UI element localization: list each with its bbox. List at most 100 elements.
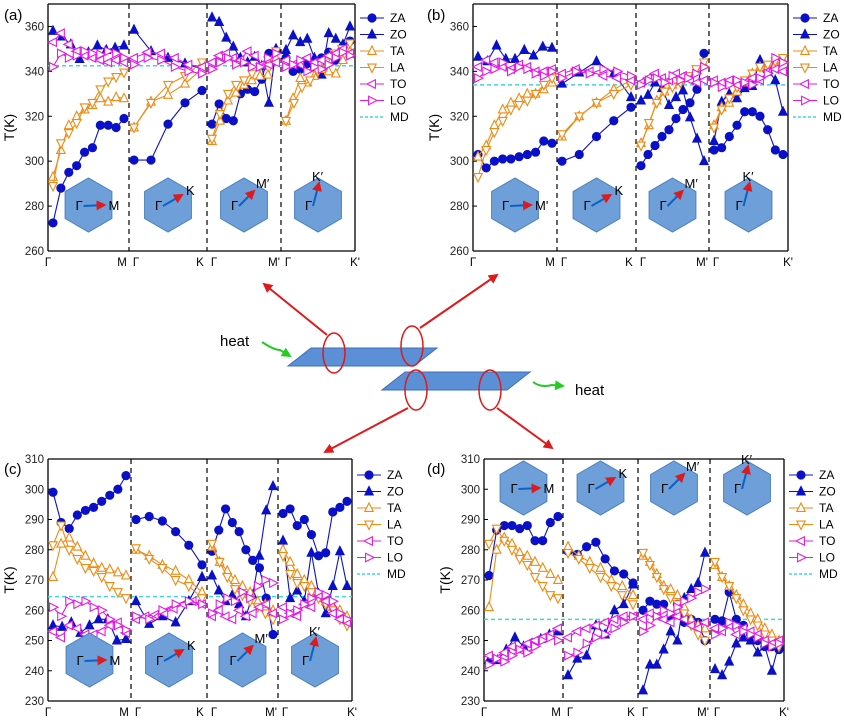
legend-item-za: ZA	[793, 11, 838, 25]
data-point	[670, 90, 682, 102]
data-point	[770, 74, 781, 85]
x-tick-label: Γ	[481, 707, 488, 719]
bz-inset: Γ M′	[220, 176, 270, 233]
data-point	[306, 588, 317, 599]
data-point	[104, 582, 115, 593]
hexagon-icon	[144, 177, 192, 233]
data-point	[54, 632, 66, 643]
data-point	[263, 96, 274, 107]
data-point	[642, 88, 654, 99]
legend-marker	[362, 535, 373, 547]
legend-label: ZO	[823, 28, 840, 42]
data-point	[498, 154, 508, 164]
data-point	[254, 549, 265, 560]
data-point	[767, 641, 779, 652]
data-point	[170, 576, 181, 587]
data-point	[81, 596, 92, 607]
legend-item-to: TO	[360, 77, 406, 91]
data-point	[229, 573, 240, 584]
data-point	[96, 573, 107, 584]
data-point	[753, 632, 764, 643]
data-point	[71, 110, 82, 121]
data-point	[717, 616, 727, 626]
data-point	[591, 55, 602, 66]
data-point	[626, 102, 636, 112]
data-point	[752, 621, 763, 632]
data-point	[285, 569, 296, 581]
data-point	[101, 57, 113, 68]
data-point	[514, 554, 525, 566]
bz-gamma-label: Γ	[588, 481, 595, 496]
data-point	[652, 611, 664, 622]
data-point	[672, 634, 683, 645]
data-point	[498, 647, 509, 658]
y-tick-label: 250	[461, 636, 480, 648]
data-point	[292, 567, 303, 578]
data-point	[637, 684, 649, 695]
hexagon-icon	[218, 632, 267, 688]
bz-gamma-label: Γ	[734, 481, 741, 496]
data-point	[711, 629, 722, 640]
data-point	[551, 623, 562, 634]
data-point	[666, 608, 677, 619]
data-point	[131, 514, 141, 525]
data-point	[207, 119, 217, 129]
data-point	[498, 57, 509, 68]
x-tick-label: K'	[783, 257, 793, 269]
data-point	[254, 69, 266, 80]
legend-label: TA	[819, 501, 833, 515]
data-point	[342, 496, 352, 506]
data-point	[776, 66, 787, 77]
data-point	[103, 77, 114, 88]
data-point	[484, 570, 494, 581]
data-point	[127, 52, 138, 63]
x-tick-label: K'	[779, 707, 789, 719]
bz-point-label: M	[544, 481, 555, 496]
data-point	[522, 560, 533, 572]
data-point	[197, 560, 207, 570]
data-point	[246, 69, 258, 80]
data-point	[573, 647, 584, 658]
x-tick-label: M	[551, 707, 561, 719]
data-point	[230, 80, 242, 92]
data-point	[92, 39, 103, 50]
data-point	[279, 614, 290, 625]
legend-marker	[799, 44, 811, 55]
data-point	[699, 48, 709, 59]
data-point	[625, 90, 637, 102]
data-point	[483, 600, 495, 612]
legend-marker	[364, 470, 374, 480]
data-point	[289, 59, 300, 70]
series-lo	[49, 574, 354, 635]
data-point	[88, 48, 99, 59]
data-point	[104, 563, 115, 574]
data-point	[112, 48, 123, 59]
data-point	[304, 76, 316, 87]
data-point	[717, 573, 728, 584]
data-point	[79, 103, 90, 114]
x-tick-label: Γ	[642, 707, 649, 719]
data-point	[657, 131, 667, 142]
data-point	[170, 616, 181, 627]
legend-item-ta: TA	[357, 501, 401, 515]
data-point	[474, 73, 485, 84]
data-point	[162, 88, 174, 99]
data-point	[665, 625, 676, 636]
data-point	[499, 520, 509, 531]
data-point	[47, 24, 59, 35]
legend-item-lo: LO	[360, 94, 406, 108]
data-point	[732, 120, 742, 130]
x-tick-label: M	[545, 257, 555, 269]
data-point	[343, 614, 354, 625]
data-point	[162, 80, 174, 92]
bz-arrow	[163, 648, 185, 662]
data-point	[698, 154, 710, 166]
data-point	[122, 624, 133, 635]
data-point	[227, 517, 237, 528]
data-point	[564, 650, 575, 661]
legend-item-la: LA	[357, 518, 402, 532]
data-point	[745, 634, 756, 645]
legend-marker	[795, 520, 807, 531]
